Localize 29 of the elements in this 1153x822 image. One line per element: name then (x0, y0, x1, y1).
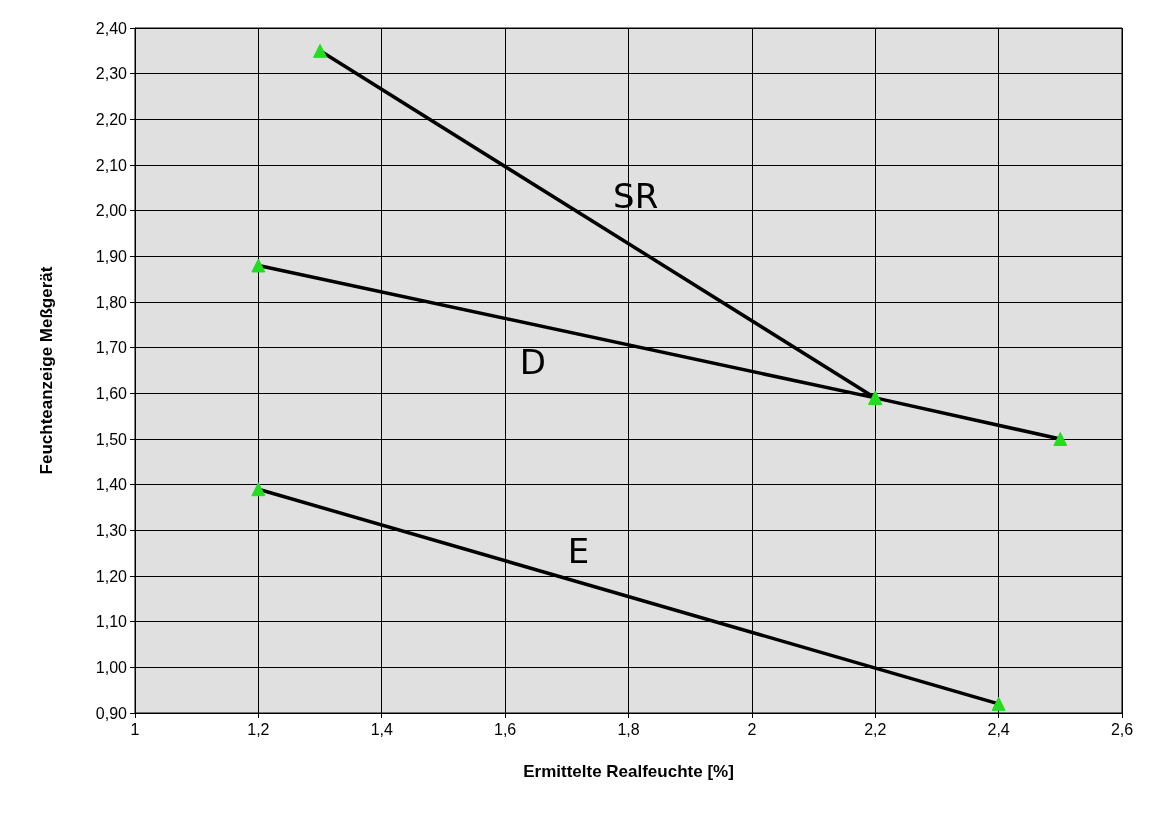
y-tick-label: 1,40 (95, 476, 128, 494)
x-tick-label: 1,2 (247, 720, 270, 738)
x-tick-label: 1,4 (370, 720, 393, 738)
y-tick-label: 1,10 (95, 613, 128, 631)
series-label: D (519, 341, 546, 382)
y-tick-label: 2,10 (95, 156, 128, 174)
y-tick-label: 1,00 (95, 658, 128, 676)
y-tick-label: 1,70 (95, 339, 128, 357)
x-tick-label: 1 (130, 720, 140, 738)
y-tick-label: 2,20 (95, 110, 128, 128)
series-label: E (567, 530, 590, 571)
x-tick-label: 2,2 (864, 720, 887, 738)
x-axis-title: Ermittelte Realfeuchte [%] (523, 762, 734, 781)
x-tick-label: 1,6 (494, 720, 517, 738)
y-tick-label: 2,00 (95, 202, 128, 220)
y-tick-label: 0,90 (95, 704, 128, 722)
y-tick-label: 1,20 (95, 567, 128, 585)
y-tick-label: 2,30 (95, 65, 128, 83)
y-tick-label: 1,50 (95, 430, 128, 448)
y-tick-label: 1,90 (95, 247, 128, 265)
x-tick-label: 1,8 (617, 720, 640, 738)
y-axis-title: Feuchteanzeige Meßgerät (37, 266, 56, 475)
y-tick-label: 1,60 (95, 384, 128, 402)
x-tick-label: 2,6 (1110, 720, 1134, 738)
y-tick-label: 2,40 (95, 19, 128, 37)
y-tick-label: 1,80 (95, 293, 128, 311)
x-tick-label: 2,4 (987, 720, 1010, 738)
x-tick-label: 2 (747, 720, 757, 738)
y-tick-label: 1,30 (95, 521, 128, 539)
